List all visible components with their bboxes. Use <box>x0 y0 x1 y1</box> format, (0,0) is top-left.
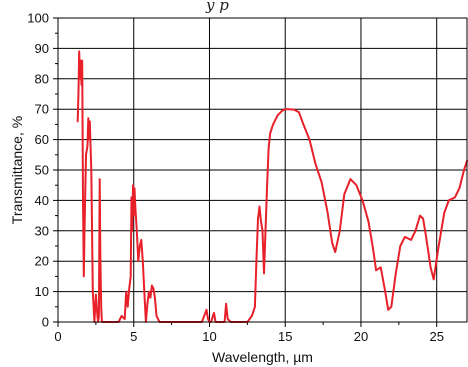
cropped-caption-fragment: y p <box>205 0 229 14</box>
y-tick-label: 10 <box>35 284 49 299</box>
y-tick-label: 70 <box>35 102 49 117</box>
axis-ticks: 0 5 10 15 20 25 0 10 20 30 40 50 60 70 80 90 100 <box>27 11 444 345</box>
plot-frame <box>57 17 468 323</box>
y-tick-label: 90 <box>35 41 49 56</box>
x-tick-label: 10 <box>202 329 216 344</box>
y-tick-label: 100 <box>27 11 49 26</box>
y-tick-label: 0 <box>42 315 49 330</box>
transmittance-series-line <box>76 50 468 323</box>
x-tick-label: 15 <box>278 329 292 344</box>
y-tick-label: 40 <box>35 193 49 208</box>
x-tick-label: 5 <box>130 329 137 344</box>
y-tick-label: 80 <box>35 71 49 86</box>
y-tick-label: 50 <box>35 163 49 178</box>
x-axis-title: Wavelength, µm <box>212 349 313 365</box>
grid <box>58 18 467 322</box>
x-tick-label: 25 <box>429 329 443 344</box>
y-axis-title: Transmittance, % <box>9 116 25 224</box>
y-tick-label: 60 <box>35 132 49 147</box>
y-tick-label: 20 <box>35 254 49 269</box>
x-tick-label: 0 <box>54 329 61 344</box>
y-tick-label: 30 <box>35 223 49 238</box>
x-tick-label: 20 <box>354 329 368 344</box>
